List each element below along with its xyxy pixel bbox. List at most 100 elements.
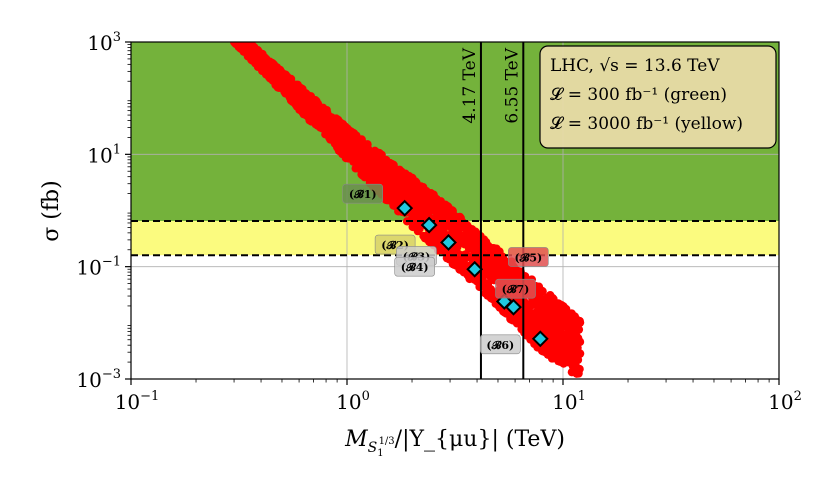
scan-point (500, 258, 509, 267)
scan-point (349, 138, 358, 147)
scan-point (385, 193, 394, 202)
scan-point (444, 254, 453, 263)
scan-point (425, 237, 434, 247)
scan-point (251, 46, 260, 56)
scan-point (569, 357, 578, 366)
scan-point (265, 69, 275, 78)
scan-point (482, 279, 491, 288)
benchmark-label: (𝓑5) (514, 251, 542, 264)
scan-point (574, 317, 584, 327)
scan-point (498, 307, 508, 316)
x-axis-label: MS11/3/|Υ_{μu}| (TeV) (344, 427, 565, 459)
scan-point (264, 59, 273, 69)
benchmark-marker (505, 298, 522, 316)
benchmark-label-box (495, 278, 536, 299)
benchmark-label: (𝓑1) (349, 188, 377, 201)
scan-point (318, 121, 328, 131)
scan-point (416, 182, 426, 191)
scan-point (542, 323, 551, 332)
scan-point (455, 212, 464, 222)
scan-point (360, 173, 370, 182)
mass-limit-label: 6.55 TeV (502, 47, 522, 123)
scan-point (537, 304, 547, 313)
scan-point (461, 230, 471, 239)
scan-point (327, 121, 337, 130)
scan-point (555, 325, 564, 335)
scan-point (551, 342, 560, 351)
scan-point (556, 356, 565, 366)
scan-point (573, 334, 583, 343)
scan-point (533, 317, 542, 327)
scan-point (398, 184, 407, 193)
scan-point (418, 202, 427, 211)
benchmark-marker (466, 260, 484, 278)
scan-point (499, 272, 508, 281)
benchmark-label: (𝓑4) (401, 261, 429, 274)
plot-frame (130, 41, 780, 380)
scan-point (570, 342, 579, 352)
scan-point (299, 109, 308, 119)
scan-point (483, 265, 493, 275)
legend-line: LHC, √s = 13.6 TeV (550, 56, 720, 76)
scan-point (273, 66, 282, 75)
benchmark-label: (𝓑7) (502, 283, 530, 296)
scan-point (558, 310, 567, 320)
scan-point (565, 331, 574, 340)
tick-label: 101 (552, 389, 586, 414)
scan-point (297, 91, 306, 100)
scan-point (367, 149, 376, 159)
scan-point (435, 203, 444, 213)
benchmark-label: (𝓑6) (486, 339, 514, 352)
legend: LHC, √s = 13.6 TeV 𝓛 = 300 fb⁻¹ (green) 𝓛 … (539, 45, 777, 149)
mass-limit-label: 4.17 TeV (460, 47, 480, 123)
scan-point (459, 256, 469, 266)
tick-label: 103 (87, 30, 121, 55)
scan-point (240, 43, 249, 53)
scan-point (549, 353, 558, 363)
benchmark-marker (440, 234, 457, 251)
scan-point (314, 107, 323, 117)
tick-label: 101 (87, 142, 121, 167)
scan-point (452, 254, 462, 263)
scan-point (544, 292, 553, 302)
tick-label: 10−1 (76, 255, 121, 280)
scan-point (231, 42, 240, 47)
scan-point (385, 158, 395, 168)
scan-point (409, 192, 419, 201)
scan-point (334, 141, 343, 150)
tick-label: 10−3 (76, 367, 121, 392)
scan-point (363, 166, 373, 175)
scan-point (341, 153, 351, 163)
scan-point (456, 219, 466, 229)
scan-point (378, 176, 387, 186)
scan-point (256, 59, 265, 68)
scan-point (323, 111, 333, 121)
legend-line: 𝓛 = 3000 fb⁻¹ (yellow) (550, 114, 743, 134)
benchmark-label-box (394, 256, 435, 277)
scan-point (542, 345, 551, 354)
scan-point (508, 266, 518, 275)
scan-point (403, 177, 413, 187)
scan-point (471, 233, 480, 243)
scan-point (520, 307, 529, 317)
tick-label: 100 (336, 389, 370, 414)
scan-point (526, 323, 535, 333)
scan-point (331, 114, 341, 123)
scan-point (279, 85, 288, 94)
scan-point (548, 303, 557, 312)
scan-point (388, 186, 397, 195)
scan-point (392, 177, 402, 187)
scan-point (357, 149, 366, 158)
benchmark-label-box (508, 247, 549, 267)
benchmark-label-box (342, 183, 384, 204)
scan-point (459, 268, 469, 277)
scan-point (430, 198, 439, 208)
legend-box (539, 45, 777, 149)
scan-point (321, 130, 330, 139)
scan-point (484, 286, 493, 295)
scan-point (506, 314, 515, 323)
scan-point (473, 255, 482, 264)
scan-point (472, 245, 481, 254)
tick-label: 102 (768, 389, 802, 414)
